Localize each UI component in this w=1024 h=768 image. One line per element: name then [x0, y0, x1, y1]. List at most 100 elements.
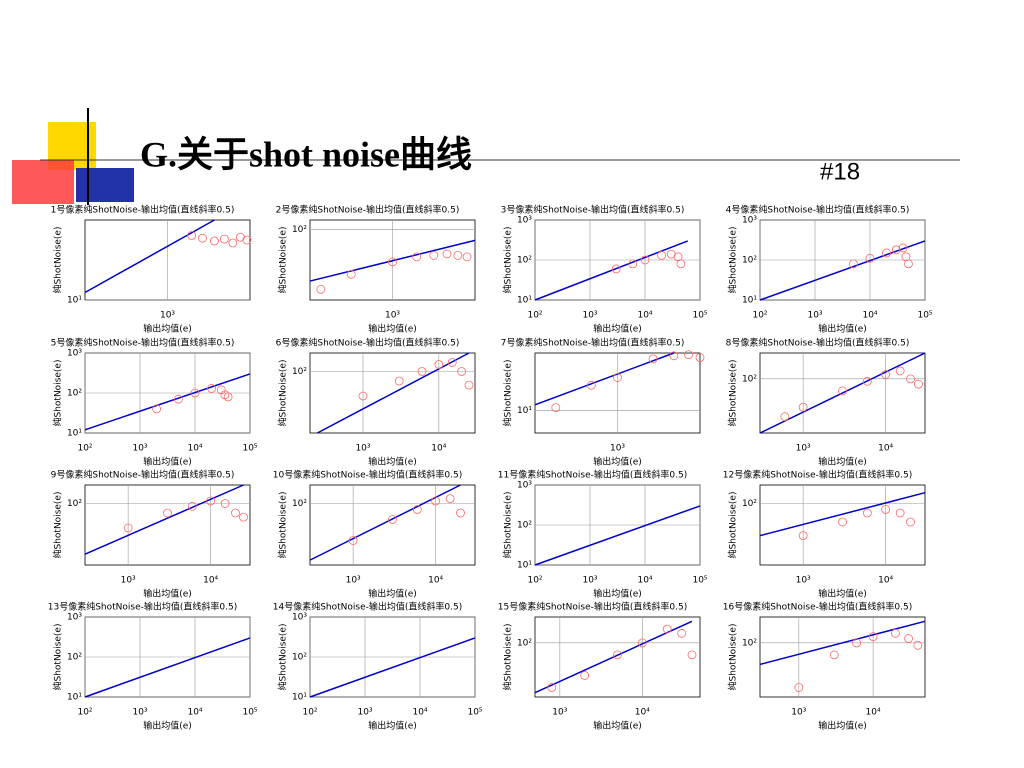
x-axis-label: 输出均值(e): [368, 456, 417, 468]
y-tick-label: 10¹: [517, 561, 532, 571]
slide-number: #18: [820, 158, 860, 185]
y-tick-label: 10²: [67, 499, 82, 509]
x-axis-label: 输出均值(e): [593, 323, 642, 335]
data-point: [228, 238, 238, 248]
x-tick-label: 10³: [582, 311, 597, 321]
y-tick-label: 10²: [292, 367, 307, 377]
y-axis-label: 纯ShotNoise(e): [502, 492, 514, 559]
data-point: [453, 250, 463, 260]
panel-title: 8号像素纯ShotNoise-输出均值(直线斜率0.5): [726, 337, 910, 349]
data-point: [862, 376, 872, 386]
y-tick-label: 10²: [67, 653, 82, 663]
y-tick-label: 10³: [742, 216, 757, 226]
x-tick-label: 10³: [791, 708, 806, 718]
data-point: [613, 373, 622, 382]
data-point: [220, 390, 230, 400]
x-axis-label: 输出均值(e): [818, 588, 867, 600]
fit-line: [84, 484, 244, 555]
data-point: [431, 496, 441, 506]
data-point: [852, 638, 862, 648]
y-tick-label: 10²: [742, 374, 757, 384]
fit-line: [316, 352, 470, 434]
x-tick-label: 10²: [527, 311, 542, 321]
data-point: [198, 233, 207, 243]
y-tick-label: 10²: [292, 225, 307, 235]
x-tick-label: 10³: [552, 708, 567, 718]
y-tick-label: 10³: [517, 216, 532, 226]
panel-title: 12号像素纯ShotNoise-输出均值(直线斜率0.5): [723, 469, 912, 481]
x-tick-label: 10⁴: [637, 311, 652, 321]
fit-line: [309, 637, 476, 698]
y-tick-label: 10¹: [292, 693, 307, 703]
x-axis-label: 输出均值(e): [593, 588, 642, 600]
x-tick-label: 10⁵: [242, 708, 257, 718]
panel-title: 4号像素纯ShotNoise-输出均值(直线斜率0.5): [726, 204, 910, 216]
data-point: [611, 264, 621, 274]
data-point: [447, 358, 457, 367]
x-tick-label: 10³: [796, 576, 811, 586]
x-axis-label: 输出均值(e): [593, 456, 642, 468]
data-point: [242, 235, 252, 245]
panel-title: 7号像素纯ShotNoise-输出均值(直线斜率0.5): [501, 337, 685, 349]
data-point: [904, 259, 913, 269]
y-axis-label: 纯ShotNoise(e): [727, 624, 739, 691]
x-tick-label: 10⁴: [635, 708, 650, 718]
y-axis-label: 纯ShotNoise(e): [52, 360, 64, 427]
y-axis-label: 纯ShotNoise(e): [502, 624, 514, 691]
y-axis-label: 纯ShotNoise(e): [52, 492, 64, 559]
data-point: [798, 402, 808, 412]
y-axis-label: 纯ShotNoise(e): [52, 227, 64, 294]
data-point: [580, 671, 590, 680]
data-point: [895, 366, 905, 376]
x-tick-label: 10⁴: [862, 311, 877, 321]
y-tick-label: 10¹: [517, 406, 532, 416]
y-tick-label: 10²: [742, 256, 757, 266]
x-tick-label: 10⁴: [431, 444, 446, 454]
data-point: [442, 249, 452, 259]
x-axis-label: 输出均值(e): [143, 323, 192, 335]
data-point: [684, 350, 693, 360]
x-tick-label: 10³: [357, 708, 372, 718]
fit-line: [759, 240, 926, 301]
data-point: [849, 259, 858, 269]
y-axis-label: 纯ShotNoise(e): [727, 227, 739, 294]
data-point: [662, 624, 672, 634]
data-point: [464, 380, 474, 390]
data-point: [190, 388, 200, 398]
data-point: [798, 531, 808, 541]
x-tick-label: 10⁵: [692, 576, 707, 586]
fit-line: [534, 240, 689, 301]
panel-title: 13号像素纯ShotNoise-输出均值(直线斜率0.5): [48, 601, 237, 613]
data-point: [462, 252, 472, 262]
data-point: [551, 403, 561, 413]
plot-area: [759, 616, 926, 698]
data-point: [429, 250, 439, 260]
data-point: [640, 255, 650, 265]
data-point: [187, 231, 197, 240]
data-point: [187, 501, 197, 511]
x-axis-label: 输出均值(e): [368, 588, 417, 600]
x-tick-label: 10³: [610, 444, 625, 454]
data-point: [445, 494, 455, 504]
fit-line: [759, 620, 926, 666]
data-point: [904, 634, 913, 643]
y-tick-label: 10²: [517, 521, 532, 531]
data-point: [348, 536, 358, 545]
y-axis-label: 纯ShotNoise(e): [727, 492, 739, 559]
data-point: [457, 367, 467, 376]
y-axis-label: 纯ShotNoise(e): [727, 360, 739, 427]
panel-title: 3号像素纯ShotNoise-输出均值(直线斜率0.5): [501, 204, 685, 216]
y-tick-label: 10³: [292, 613, 307, 623]
x-axis-label: 输出均值(e): [368, 720, 417, 732]
data-point: [412, 505, 422, 514]
x-axis-label: 输出均值(e): [143, 456, 192, 468]
y-tick-label: 10¹: [517, 296, 532, 306]
data-point: [780, 412, 790, 422]
data-point: [394, 376, 404, 386]
data-point: [547, 683, 557, 692]
data-point: [417, 367, 427, 376]
x-tick-label: 10⁴: [412, 708, 427, 718]
x-tick-label: 10³: [807, 311, 822, 321]
data-point: [695, 353, 705, 363]
